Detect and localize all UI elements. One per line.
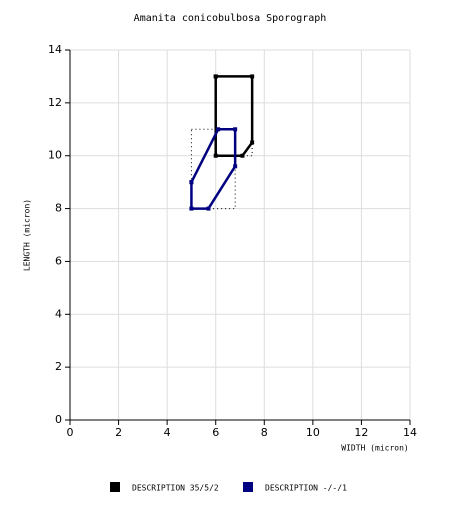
point bbox=[216, 127, 221, 132]
x-tick-label: 6 bbox=[212, 426, 219, 439]
point bbox=[189, 206, 194, 211]
legend-swatch bbox=[110, 482, 120, 492]
line bbox=[214, 75, 254, 157]
chart-title: Amanita conicobulbosa Sporograph bbox=[134, 13, 327, 24]
point bbox=[189, 180, 194, 185]
x-tick-label: 2 bbox=[115, 426, 122, 439]
y-tick-label: 0 bbox=[55, 413, 62, 426]
y-tick-label: 10 bbox=[48, 149, 62, 162]
x-tick-label: 14 bbox=[403, 426, 417, 439]
point bbox=[240, 153, 245, 158]
y-tick-label: 6 bbox=[55, 254, 62, 267]
x-tick-label: 8 bbox=[261, 426, 268, 439]
legend-label: DESCRIPTION -/-/1 bbox=[265, 484, 347, 493]
point bbox=[213, 153, 218, 158]
point bbox=[206, 206, 211, 211]
legend-swatch bbox=[243, 482, 253, 492]
x-axis-label: WIDTH (micron) bbox=[341, 444, 408, 453]
x-tick-label: 10 bbox=[306, 426, 320, 439]
y-tick-label: 4 bbox=[55, 307, 62, 320]
line bbox=[190, 128, 237, 210]
point bbox=[213, 74, 218, 79]
y-tick-label: 8 bbox=[55, 202, 62, 215]
point bbox=[250, 74, 255, 79]
y-tick-label: 12 bbox=[48, 96, 62, 109]
y-axis-label: LENGTH (micron) bbox=[23, 199, 32, 271]
x-tick-label: 4 bbox=[164, 426, 171, 439]
legend-label: DESCRIPTION 35/5/2 bbox=[132, 484, 219, 493]
point bbox=[233, 127, 238, 132]
y-tick-label: 14 bbox=[48, 43, 62, 56]
point bbox=[250, 140, 255, 145]
y-tick-label: 2 bbox=[55, 360, 62, 373]
point bbox=[233, 164, 238, 169]
range-box bbox=[190, 128, 236, 210]
x-tick-label: 0 bbox=[67, 426, 74, 439]
x-tick-label: 12 bbox=[354, 426, 368, 439]
